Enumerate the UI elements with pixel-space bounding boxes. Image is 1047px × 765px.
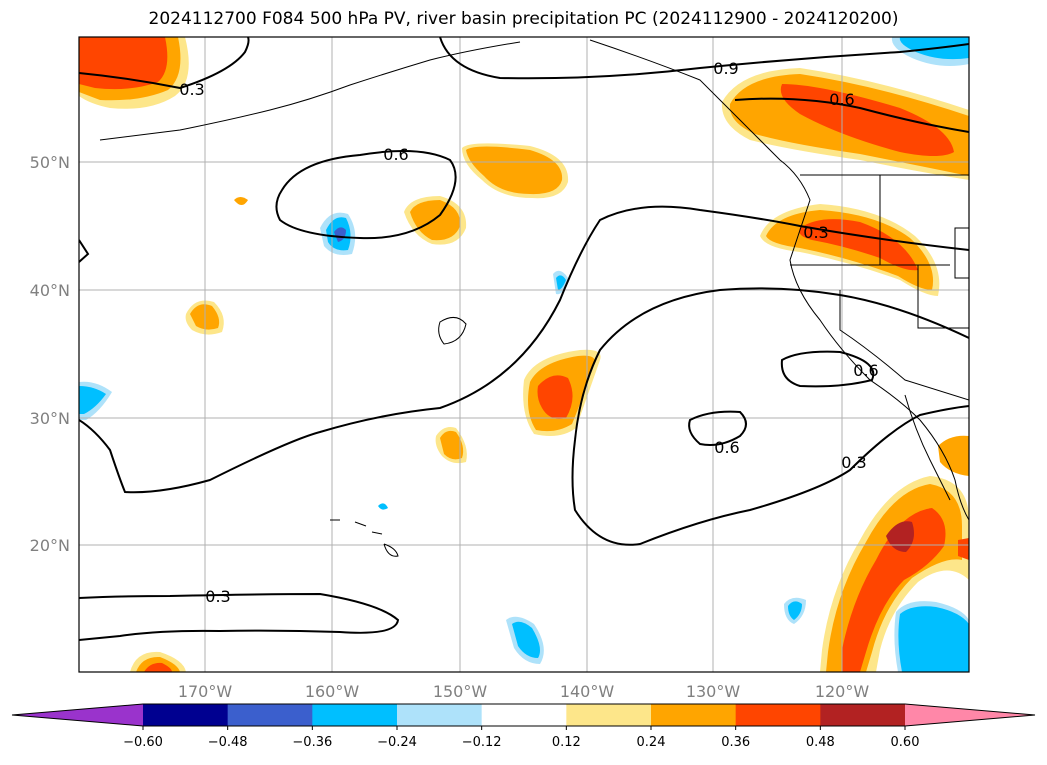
precip-patch: [378, 503, 388, 510]
colorbar-tick-label: 0.48: [806, 735, 835, 750]
latitude-labels: 50°N 40°N 30°N 20°N: [30, 153, 70, 555]
colorbar-segment: [651, 704, 737, 726]
precip-patch: [410, 200, 461, 241]
contour-label: 0.3: [841, 453, 866, 472]
colorbar-tick-label: −0.36: [292, 735, 332, 750]
lat-label: 40°N: [30, 281, 70, 300]
colorbar-tick-label: −0.60: [123, 735, 163, 750]
lon-label: 150°W: [433, 682, 488, 701]
map-panel: [78, 36, 970, 673]
colorbar-segment: [397, 704, 483, 726]
lon-label: 120°W: [815, 682, 870, 701]
colorbar-tick-label: −0.24: [377, 735, 417, 750]
contour-label: 0.6: [853, 361, 878, 380]
precip-patch: [842, 508, 946, 672]
precip-patch: [79, 37, 168, 90]
contour-label: 0.6: [829, 90, 854, 109]
map-title: 2024112700 F084 500 hPa PV, river basin …: [148, 9, 899, 29]
contour-label: 0.6: [383, 145, 408, 164]
colorbar-extend-high: [905, 704, 1035, 726]
lat-label: 50°N: [30, 153, 70, 172]
colorbar-tick-label: −0.48: [208, 735, 248, 750]
colorbar-segment: [227, 704, 313, 726]
colorbar-tick-label: 0.36: [721, 735, 750, 750]
colorbar-segments: [11, 703, 1036, 727]
precip-patch: [466, 146, 563, 195]
colorbar-segment: [143, 704, 229, 726]
contour-label: 0.3: [205, 587, 230, 606]
precip-patch: [556, 275, 566, 290]
colorbar-segment: [566, 704, 652, 726]
precip-patch: [788, 601, 802, 620]
precip-patch: [938, 435, 969, 476]
graticule: [79, 37, 969, 672]
colorbar-segment: [481, 704, 567, 726]
colorbar-tick-label: 0.24: [637, 735, 666, 750]
colorbar: −0.60 −0.48 −0.36 −0.24 −0.12 0.12 0.24 0.36 0.4…: [11, 703, 1036, 750]
lon-label: 140°W: [560, 682, 615, 701]
lon-label: 170°W: [178, 682, 233, 701]
contour-labels: 0.3 0.6 0.9 0.6 0.3 0.6 0.3 0.6 0.3: [179, 59, 878, 606]
colorbar-extend-low: [12, 704, 143, 726]
colorbar-tick-label: 0.60: [891, 735, 920, 750]
colorbar-segment: [820, 704, 906, 726]
contour-label: 0.9: [713, 59, 738, 78]
contour-label: 0.3: [179, 80, 204, 99]
precip-patch: [537, 375, 573, 419]
precip-patch: [886, 521, 914, 552]
longitude-labels: 170°W 160°W 150°W 140°W 130°W 120°W: [178, 682, 870, 701]
pv-contours: [79, 37, 969, 641]
contour-label: 0.3: [803, 223, 828, 242]
precip-patch: [440, 430, 464, 460]
contour-label: 0.6: [714, 438, 739, 457]
lat-label: 30°N: [30, 409, 70, 428]
precip-patch: [958, 538, 969, 560]
colorbar-tick-label: 0.12: [552, 735, 581, 750]
colorbar-segment: [312, 704, 398, 726]
precip-patch: [79, 386, 106, 414]
precip-patch: [898, 606, 969, 672]
colorbar-tick-label: −0.12: [462, 735, 502, 750]
lat-label: 20°N: [30, 536, 70, 555]
coastlines: [99, 39, 969, 557]
precip-patch: [512, 621, 540, 658]
colorbar-ticks: −0.60 −0.48 −0.36 −0.24 −0.12 0.12 0.24 0.36 0.4…: [123, 726, 919, 750]
precip-patch: [234, 197, 248, 205]
colorbar-segment: [735, 704, 821, 726]
precip-patch: [334, 227, 346, 242]
lon-label: 130°W: [686, 682, 741, 701]
precip-patch: [144, 662, 172, 672]
lon-label: 160°W: [305, 682, 360, 701]
